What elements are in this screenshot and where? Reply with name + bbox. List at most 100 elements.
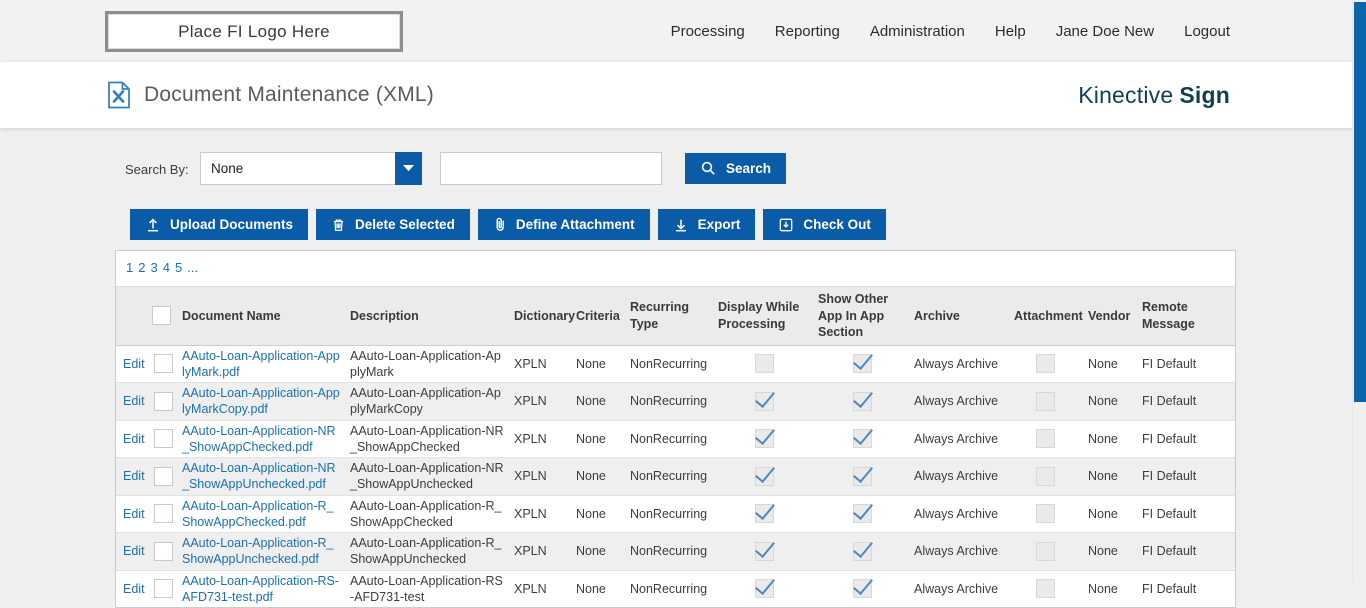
table-row: Edit AAuto-Loan-Application-NR_ShowAppUn… [116, 457, 1235, 495]
select-all-checkbox[interactable] [152, 306, 171, 326]
page-link-3[interactable]: 3 [150, 260, 158, 275]
header-select-all [148, 286, 178, 346]
edit-link[interactable]: Edit [123, 581, 145, 596]
table-row: Edit AAuto-Loan-Application-R_ShowAppUnc… [116, 532, 1235, 570]
recurring-type-cell: NonRecurring [626, 532, 714, 570]
search-input[interactable] [440, 152, 662, 185]
search-by-selected-value: None [211, 161, 244, 176]
row-select-checkbox[interactable] [153, 541, 173, 561]
edit-link[interactable]: Edit [123, 431, 145, 446]
display-while-processing-checkbox[interactable] [754, 429, 774, 449]
document-name-link[interactable]: AAuto-Loan-Application-NR_ShowAppChecked… [182, 423, 336, 454]
show-other-app-checkbox[interactable] [852, 541, 872, 561]
attachment-checkbox[interactable] [1035, 541, 1055, 561]
dictionary-cell: XPLN [510, 569, 572, 607]
export-icon [673, 217, 689, 233]
page-title: Document Maintenance (XML) [144, 83, 434, 106]
archive-cell: Always Archive [910, 494, 1010, 533]
document-name-link[interactable]: AAuto-Loan-Application-ApplyMark.pdf [182, 348, 340, 379]
row-select-checkbox[interactable] [153, 354, 173, 374]
display-while-processing-checkbox[interactable] [754, 391, 774, 411]
toolbar: Upload Documents Delete Selected Define At… [130, 209, 886, 240]
row-select-checkbox[interactable] [153, 579, 173, 599]
display-while-processing-checkbox[interactable] [754, 579, 774, 599]
display-while-processing-checkbox[interactable] [754, 541, 774, 561]
chevron-down-icon[interactable] [395, 152, 422, 185]
show-other-app-checkbox[interactable] [852, 579, 872, 599]
define-attachment-button[interactable]: Define Attachment [477, 209, 650, 240]
export-button[interactable]: Export [657, 209, 756, 240]
page-link-2[interactable]: 2 [138, 260, 146, 275]
show-other-app-checkbox[interactable] [852, 354, 872, 374]
paperclip-icon [493, 216, 507, 233]
search-button[interactable]: Search [685, 153, 787, 184]
nav-item-administration[interactable]: Administration [869, 22, 965, 40]
attachment-checkbox[interactable] [1035, 466, 1055, 486]
page-header: Document Maintenance (XML) Kinective Sign [0, 62, 1366, 128]
page-link-1[interactable]: 1 [126, 260, 134, 275]
table-row: Edit AAuto-Loan-Application-RS-AFD731-te… [116, 569, 1235, 607]
attachment-checkbox[interactable] [1035, 429, 1055, 449]
edit-link[interactable]: Edit [123, 394, 145, 409]
description-cell: AAuto-Loan-Application-NR_ShowAppChecked [346, 419, 510, 458]
dictionary-cell: XPLN [510, 419, 572, 458]
search-by-select[interactable]: None [200, 152, 422, 185]
document-name-link[interactable]: AAuto-Loan-Application-R_ShowAppUnchecke… [182, 536, 334, 567]
archive-cell: Always Archive [910, 382, 1010, 420]
show-other-app-checkbox[interactable] [852, 429, 872, 449]
scrollbar-thumb[interactable] [1354, 2, 1366, 402]
header-document-name: Document Name [178, 286, 346, 346]
edit-link[interactable]: Edit [123, 469, 145, 484]
vendor-cell: None [1080, 419, 1134, 458]
edit-link[interactable]: Edit [123, 544, 145, 559]
check-out-button[interactable]: Check Out [763, 209, 886, 240]
trash-icon [331, 217, 346, 233]
documents-table: Document Name Description Dictionary Cri… [116, 286, 1235, 607]
document-name-link[interactable]: AAuto-Loan-Application-NR_ShowAppUncheck… [182, 461, 336, 492]
upload-documents-button[interactable]: Upload Documents [130, 209, 309, 240]
archive-cell: Always Archive [914, 356, 999, 371]
table-panel: 1 2 3 4 5... Document Name Description Dicti… [115, 250, 1236, 608]
show-other-app-checkbox[interactable] [852, 466, 872, 486]
row-select-checkbox[interactable] [153, 466, 173, 486]
page-link-5[interactable]: 5 [174, 260, 183, 275]
nav-item-logout[interactable]: Logout [1184, 22, 1230, 40]
document-name-link[interactable]: AAuto-Loan-Application-R_ShowAppChecked.… [182, 498, 334, 529]
nav-item-jane-doe-new[interactable]: Jane Doe New [1055, 22, 1155, 40]
display-while-processing-checkbox[interactable] [754, 466, 774, 486]
criteria-cell: None [572, 532, 626, 570]
row-select-checkbox[interactable] [153, 391, 173, 411]
nav-item-reporting[interactable]: Reporting [774, 22, 840, 40]
display-while-processing-checkbox[interactable] [754, 504, 774, 524]
archive-cell: Always Archive [910, 569, 1010, 607]
nav-item-help[interactable]: Help [994, 22, 1026, 40]
nav-item-processing[interactable]: Processing [670, 22, 745, 40]
page-link-[interactable]: ... [187, 260, 199, 275]
table-header-row: Document Name Description Dictionary Cri… [116, 286, 1235, 346]
display-while-processing-checkbox[interactable] [754, 354, 774, 374]
table-row: Edit AAuto-Loan-Application-R_ShowAppChe… [116, 494, 1235, 533]
attachment-checkbox[interactable] [1035, 391, 1055, 411]
row-select-checkbox[interactable] [153, 504, 173, 524]
show-other-app-checkbox[interactable] [852, 391, 872, 411]
archive-cell: Always Archive [910, 457, 1010, 495]
row-select-checkbox[interactable] [153, 429, 173, 449]
delete-selected-button[interactable]: Delete Selected [316, 209, 470, 240]
attachment-checkbox[interactable] [1035, 579, 1055, 599]
attachment-checkbox[interactable] [1035, 354, 1055, 374]
fi-logo-placeholder[interactable]: Place FI Logo Here [105, 11, 403, 52]
document-name-link[interactable]: AAuto-Loan-Application-RS-AFD731-test.pd… [182, 573, 340, 604]
scrollbar-track[interactable] [1352, 0, 1366, 581]
document-name-link[interactable]: AAuto-Loan-Application-ApplyMarkCopy.pdf [182, 386, 340, 417]
table-row: Edit AAuto-Loan-Application-ApplyMarkCop… [116, 382, 1235, 420]
table-row: Edit AAuto-Loan-Application-ApplyMark.pd… [116, 345, 1235, 383]
edit-link[interactable]: Edit [123, 356, 145, 371]
show-other-app-checkbox[interactable] [852, 504, 872, 524]
description-cell: AAuto-Loan-Application-R_ShowAppUnchecke… [346, 532, 510, 570]
toolbar-button-label: Check Out [803, 217, 871, 232]
attachment-checkbox[interactable] [1035, 504, 1055, 524]
brand-logo: Kinective Sign [1078, 82, 1230, 109]
page-link-4[interactable]: 4 [162, 260, 170, 275]
edit-link[interactable]: Edit [123, 506, 145, 521]
recurring-type-cell: NonRecurring [630, 356, 708, 371]
